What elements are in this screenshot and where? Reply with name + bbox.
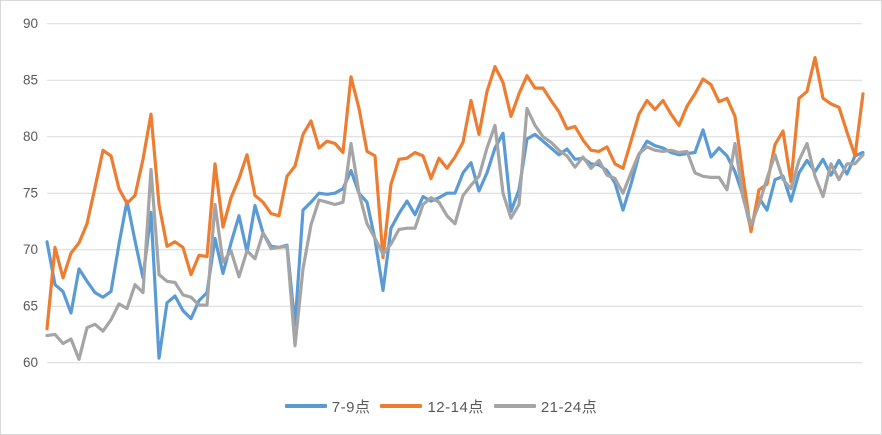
legend-swatch-7-9-icon — [284, 404, 327, 408]
y-axis-label: 85 — [23, 73, 38, 88]
series-line-12-14点[interactable] — [45, 55, 865, 331]
y-axis-label: 70 — [23, 242, 38, 257]
y-axis-label: 65 — [23, 299, 38, 314]
legend-swatch-12-14-icon — [380, 404, 423, 408]
legend-item-21-24[interactable]: 21-24点 — [493, 396, 598, 417]
legend-label-21-24: 21-24点 — [540, 398, 598, 416]
legend-label-12-14: 12-14点 — [427, 398, 484, 416]
legend: 7-9点 12-14点 21-24点 — [1, 391, 881, 421]
y-axis-label: 80 — [23, 129, 38, 144]
series-line-21-24点[interactable] — [45, 106, 865, 361]
legend-label-7-9: 7-9点 — [331, 398, 371, 416]
legend-item-7-9[interactable]: 7-9点 — [284, 396, 371, 417]
legend-item-12-14[interactable]: 12-14点 — [380, 396, 483, 417]
y-axis-label: 75 — [23, 186, 38, 201]
series-line-7-9点[interactable] — [45, 128, 865, 360]
y-axis-label: 60 — [23, 355, 38, 370]
legend-swatch-21-24-icon — [493, 404, 536, 408]
y-axis-label: 90 — [23, 16, 38, 31]
